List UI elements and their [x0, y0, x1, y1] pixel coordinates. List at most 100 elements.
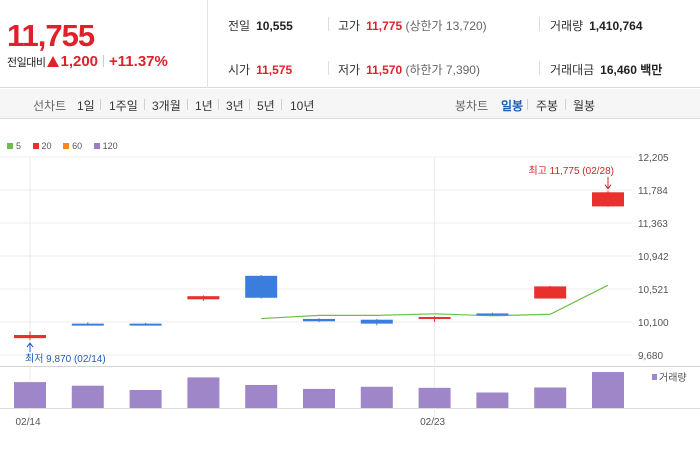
candle	[245, 275, 278, 298]
candle	[476, 313, 509, 316]
candle	[534, 286, 567, 299]
volume-bar	[187, 377, 220, 408]
y-tick-label: 9,680	[638, 351, 663, 362]
quote-header: 11,755 전일대비 1,200 +11.37% 전일 10,555 고가 11,77…	[0, 0, 700, 88]
y-tick-label: 10,942	[638, 252, 669, 263]
swatch	[93, 143, 100, 149]
swatch	[32, 143, 39, 149]
y-tick-label: 10,521	[638, 285, 669, 296]
candle	[14, 335, 46, 339]
stat-label: 고가	[338, 19, 361, 33]
period-monthly[interactable]: 월봉	[573, 99, 596, 113]
stat-value: 11,775	[366, 19, 403, 33]
stat-value: 16,460	[600, 63, 637, 77]
volume-legend-swatch	[652, 374, 657, 380]
volume-bar	[592, 372, 624, 408]
high-annotation: 최고 11,775 (02/28)	[529, 165, 615, 177]
stat-value: 11,575	[256, 63, 293, 77]
up-arrow-icon	[47, 56, 60, 67]
legend-ma5: 5	[7, 141, 21, 151]
stat-low: 저가 11,570 (하한가 7,390)	[338, 61, 480, 78]
stat-prev-close: 전일 10,555	[228, 17, 293, 34]
period-daily[interactable]: 일봉	[501, 99, 524, 113]
change-row: 전일대비 1,200 +11.37%	[7, 53, 168, 70]
y-tick-label: 11,363	[638, 219, 668, 230]
candle	[129, 323, 162, 326]
ma-legend: 5 20 60 120	[7, 141, 127, 151]
period-weekly[interactable]: 주봉	[536, 99, 559, 113]
volume-bar	[129, 390, 162, 408]
period-5y[interactable]: 5년	[257, 99, 275, 113]
x-tick-label: 02/23	[420, 417, 445, 428]
low-arrowhead-icon	[26, 342, 34, 348]
divider	[539, 17, 540, 31]
volume-bar	[245, 384, 278, 408]
divider	[103, 55, 105, 67]
divider	[539, 61, 540, 75]
stat-volume: 거래량 1,410,764	[550, 17, 643, 34]
change-label: 전일대비	[7, 57, 46, 69]
candle	[418, 316, 451, 319]
swatch	[63, 143, 70, 149]
stat-sub: (상한가 13,720)	[405, 19, 487, 33]
high-arrowhead-icon	[604, 184, 612, 190]
y-tick-label: 10,100	[638, 318, 669, 329]
volume-legend-label: 거래량	[659, 372, 687, 384]
swatch	[7, 143, 13, 149]
stat-sub: (하한가 7,390)	[405, 63, 480, 77]
stat-label: 거래량	[550, 19, 584, 33]
divider	[187, 99, 188, 110]
stat-label: 거래대금	[550, 63, 595, 77]
legend-label: 5	[16, 141, 22, 151]
line-chart-label: 선차트	[33, 99, 67, 113]
volume-bar	[303, 388, 335, 408]
period-1y[interactable]: 1년	[195, 99, 213, 113]
period-3m[interactable]: 3개월	[152, 99, 181, 113]
divider	[328, 17, 329, 31]
y-tick-label: 11,784	[638, 186, 668, 197]
divider	[100, 99, 101, 110]
volume-bar	[71, 385, 104, 408]
period-1d[interactable]: 1일	[77, 99, 95, 113]
period-toolbar: 선차트 1일 1주일 3개월 1년 3년 5년 10년 봉차트 일봉 주봉 월봉	[0, 89, 700, 119]
change-amount: 1,200	[60, 53, 99, 70]
stat-label: 전일	[228, 19, 251, 33]
stat-amount: 거래대금 16,460 백만	[550, 61, 662, 78]
stat-value: 10,555	[256, 19, 293, 33]
divider	[249, 99, 250, 110]
stat-unit: 백만	[640, 63, 663, 77]
legend-ma60: 60	[63, 141, 82, 151]
legend-label: 60	[72, 141, 83, 151]
volume-bar	[360, 386, 393, 408]
divider	[565, 99, 566, 110]
stat-label: 시가	[228, 63, 251, 77]
stats-panel: 전일 10,555 고가 11,775 (상한가 13,720) 거래량 1,410,…	[209, 0, 700, 88]
divider	[144, 99, 145, 110]
legend-label: 20	[41, 141, 52, 151]
x-tick-label: 02/14	[15, 417, 40, 428]
volume-bar	[476, 392, 509, 408]
y-tick-label: 12,205	[638, 153, 669, 164]
candle	[592, 192, 624, 207]
ma5-line	[261, 284, 609, 320]
candle-chart-label: 봉차트	[455, 99, 489, 113]
stat-open: 시가 11,575	[228, 61, 292, 78]
divider	[527, 99, 528, 110]
period-1w[interactable]: 1주일	[109, 99, 138, 113]
candle	[303, 318, 335, 322]
candle	[360, 319, 393, 324]
volume-bar	[418, 387, 451, 408]
volume-bar	[534, 387, 567, 408]
period-10y[interactable]: 10년	[290, 99, 315, 113]
low-annotation: 최저 9,870 (02/14)	[25, 353, 106, 365]
divider	[281, 99, 282, 110]
volume-bar	[14, 382, 46, 408]
change-rate: +11.37%	[109, 53, 168, 70]
stat-value: 1,410,764	[589, 19, 643, 33]
divider	[218, 99, 219, 110]
candle	[187, 296, 220, 300]
period-3y[interactable]: 3년	[226, 99, 244, 113]
candle	[71, 323, 104, 326]
price-box: 11,755 전일대비 1,200 +11.37%	[0, 0, 208, 88]
